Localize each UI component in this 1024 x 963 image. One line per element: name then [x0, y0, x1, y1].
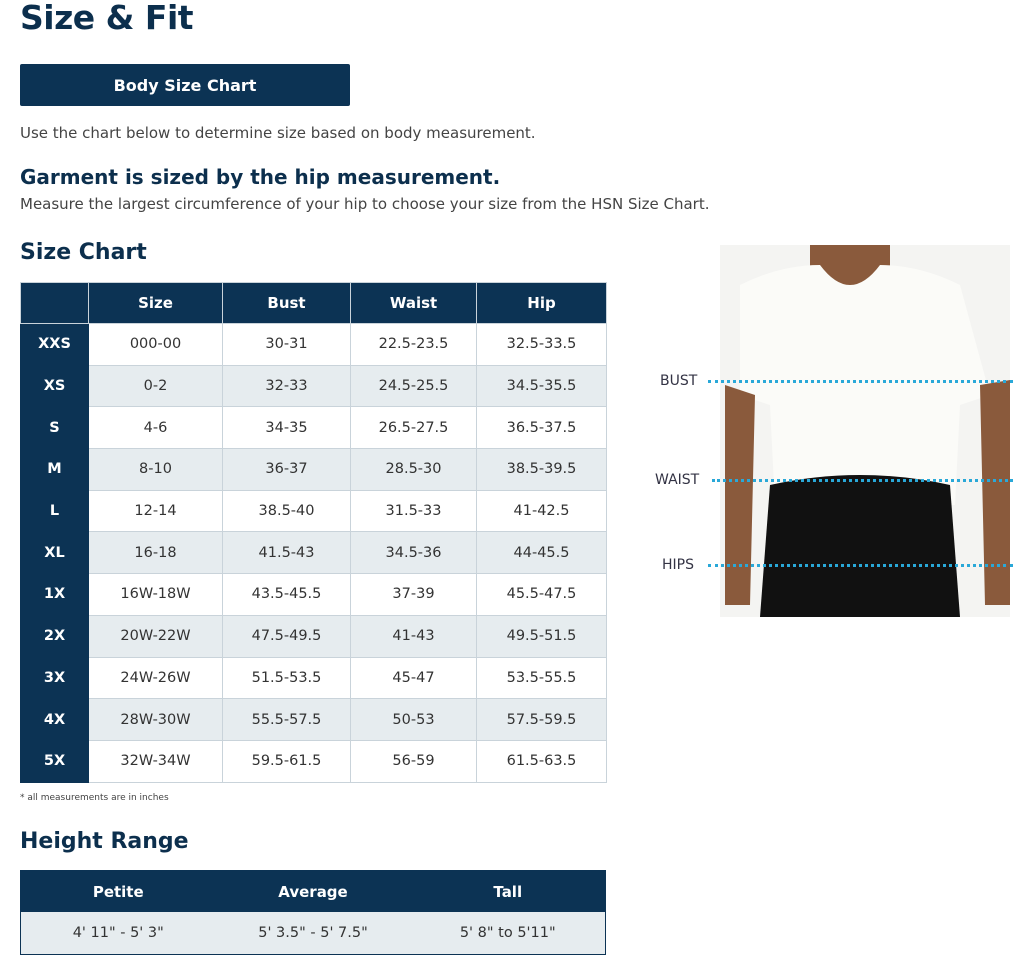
table-cell: 61.5-63.5: [476, 739, 607, 783]
table-cell: 8-10: [88, 448, 223, 491]
table-cell: 45.5-47.5: [476, 573, 607, 616]
table-row: S 4-6 34-35 26.5-27.5 36.5-37.5: [20, 406, 607, 450]
size-label: 1X: [20, 573, 89, 616]
table-cell: 47.5-49.5: [222, 614, 351, 658]
waist-label: WAIST: [655, 472, 700, 488]
height-range-table: Petite Average Tall 4' 11" - 5' 3" 5' 3.5" …: [20, 870, 606, 955]
table-cell: 4' 11" - 5' 3": [20, 912, 216, 955]
table-cell: 32W-34W: [88, 739, 223, 783]
table-cell: 41-42.5: [476, 489, 607, 533]
table-cell: 36.5-37.5: [476, 406, 607, 450]
table-cell: 37-39: [350, 573, 477, 616]
table-cell: 22.5-23.5: [350, 323, 477, 366]
table-cell: 34.5-36: [350, 531, 477, 575]
table-cell: 45-47: [350, 656, 477, 700]
bust-label: BUST: [660, 373, 698, 389]
bust-line: [708, 380, 1013, 383]
table-cell: 16W-18W: [88, 573, 223, 616]
table-cell: 28W-30W: [88, 698, 223, 741]
table-cell: 38.5-40: [222, 489, 351, 533]
table-cell: 4-6: [88, 406, 223, 450]
size-label: L: [20, 489, 89, 533]
table-row: 1X 16W-18W 43.5-45.5 37-39 45.5-47.5: [20, 573, 607, 616]
table-cell: 24W-26W: [88, 656, 223, 700]
table-cell: 12-14: [88, 489, 223, 533]
table-cell: 51.5-53.5: [222, 656, 351, 700]
table-row: L 12-14 38.5-40 31.5-33 41-42.5: [20, 489, 607, 533]
table-cell: 32.5-33.5: [476, 323, 607, 366]
height-range-header: Petite Average Tall: [20, 870, 606, 912]
table-cell: 55.5-57.5: [222, 698, 351, 741]
column-header: Waist: [350, 282, 477, 324]
table-cell: 28.5-30: [350, 448, 477, 491]
size-label: XS: [20, 364, 89, 408]
table-cell: 26.5-27.5: [350, 406, 477, 450]
table-row: 2X 20W-22W 47.5-49.5 41-43 49.5-51.5: [20, 614, 607, 658]
table-row: M 8-10 36-37 28.5-30 38.5-39.5: [20, 448, 607, 491]
table-cell: 34.5-35.5: [476, 364, 607, 408]
table-cell: 31.5-33: [350, 489, 477, 533]
table-cell: 59.5-61.5: [222, 739, 351, 783]
column-header: Size: [88, 282, 223, 324]
intro-text: Use the chart below to determine size ba…: [20, 124, 536, 142]
size-chart-heading: Size Chart: [20, 240, 147, 265]
table-cell: 49.5-51.5: [476, 614, 607, 658]
size-label: 4X: [20, 698, 89, 741]
size-label: S: [20, 406, 89, 450]
table-cell: 43.5-45.5: [222, 573, 351, 616]
table-cell: 41.5-43: [222, 531, 351, 575]
table-cell: 20W-22W: [88, 614, 223, 658]
size-label: 5X: [20, 739, 89, 783]
table-row: XL 16-18 41.5-43 34.5-36 44-45.5: [20, 531, 607, 575]
table-row: XXS 000-00 30-31 22.5-23.5 32.5-33.5: [20, 323, 607, 366]
table-cell: 5' 8" to 5'11": [410, 912, 606, 955]
garment-text: Measure the largest circumference of you…: [20, 195, 710, 213]
table-cell: 44-45.5: [476, 531, 607, 575]
column-header: Hip: [476, 282, 607, 324]
table-row: 5X 32W-34W 59.5-61.5 56-59 61.5-63.5: [20, 739, 607, 783]
table-cell: 000-00: [88, 323, 223, 366]
table-cell: 30-31: [222, 323, 351, 366]
column-header: Tall: [410, 870, 606, 912]
column-header: Petite: [20, 870, 216, 912]
page-title: Size & Fit: [20, 0, 194, 37]
size-label: 2X: [20, 614, 89, 658]
table-cell: 53.5-55.5: [476, 656, 607, 700]
size-label: XXS: [20, 323, 89, 366]
height-range-row: 4' 11" - 5' 3" 5' 3.5" - 5' 7.5" 5' 8" to …: [20, 912, 606, 955]
column-header: Average: [215, 870, 411, 912]
size-label: 3X: [20, 656, 89, 700]
size-chart-header: Size Bust Waist Hip: [20, 282, 607, 324]
table-cell: 16-18: [88, 531, 223, 575]
table-cell: 56-59: [350, 739, 477, 783]
table-cell: 5' 3.5" - 5' 7.5": [215, 912, 411, 955]
table-row: 3X 24W-26W 51.5-53.5 45-47 53.5-55.5: [20, 656, 607, 700]
size-label: M: [20, 448, 89, 491]
table-row: 4X 28W-30W 55.5-57.5 50-53 57.5-59.5: [20, 698, 607, 741]
table-cell: 38.5-39.5: [476, 448, 607, 491]
table-cell: 41-43: [350, 614, 477, 658]
table-cell: 34-35: [222, 406, 351, 450]
body-size-chart-button[interactable]: Body Size Chart: [20, 64, 350, 106]
table-cell: 32-33: [222, 364, 351, 408]
table-cell: 24.5-25.5: [350, 364, 477, 408]
table-cell: 0-2: [88, 364, 223, 408]
measurement-note: * all measurements are in inches: [20, 793, 169, 803]
table-cell: 36-37: [222, 448, 351, 491]
hips-label: HIPS: [662, 557, 694, 573]
table-cell: 50-53: [350, 698, 477, 741]
size-chart-table: Size Bust Waist Hip XXS 000-00 30-31 22.5-23.5…: [20, 282, 607, 783]
size-label: XL: [20, 531, 89, 575]
column-header: [20, 282, 89, 324]
column-header: Bust: [222, 282, 351, 324]
model-figure-image: [720, 245, 1010, 617]
table-cell: 57.5-59.5: [476, 698, 607, 741]
hips-line: [708, 564, 1013, 567]
waist-line: [712, 479, 1013, 482]
height-range-heading: Height Range: [20, 829, 189, 854]
garment-heading: Garment is sized by the hip measurement.: [20, 165, 501, 189]
table-row: XS 0-2 32-33 24.5-25.5 34.5-35.5: [20, 364, 607, 408]
